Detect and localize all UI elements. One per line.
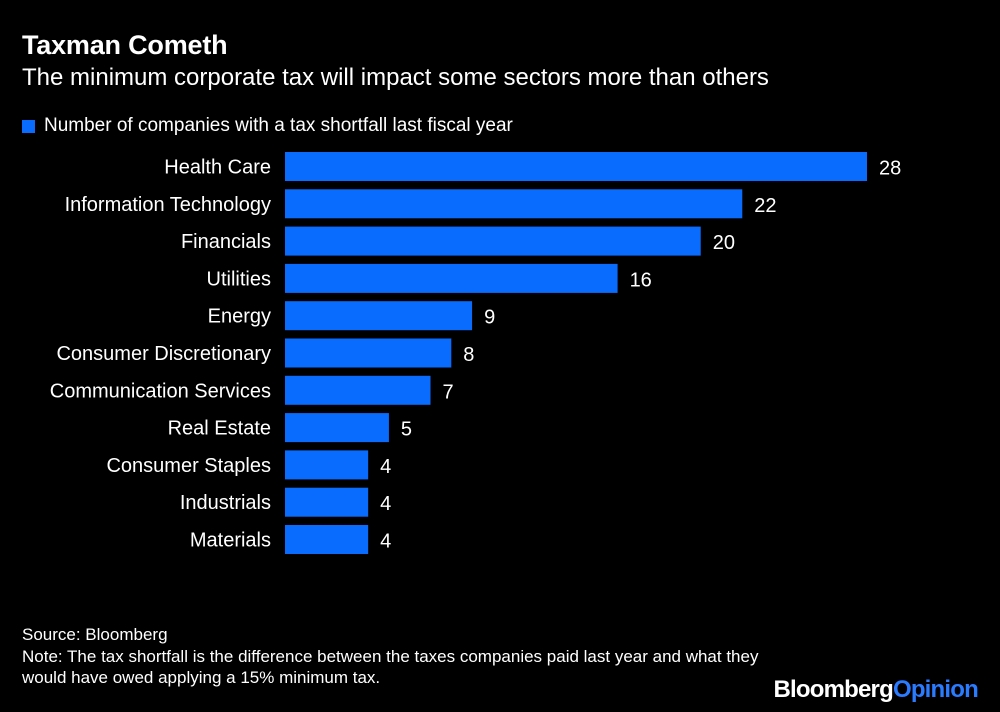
footnote: Note: The tax shortfall is the differenc… [22, 646, 759, 688]
value-label: 7 [443, 381, 454, 403]
value-label: 20 [713, 232, 735, 254]
category-label: Industrials [180, 492, 271, 514]
category-label: Consumer Staples [106, 455, 271, 477]
bar-chart: Health Care 28 Information Technology 22 Fin… [50, 152, 901, 554]
category-label: Health Care [164, 157, 271, 179]
footer: Source: Bloomberg Note: The tax shortfal… [22, 624, 782, 689]
bar [285, 525, 369, 554]
brand-suffix: Opinion [892, 676, 979, 703]
category-label: Information Technology [65, 194, 271, 216]
legend-label: Number of companies with a tax shortfall… [44, 115, 513, 136]
value-label: 4 [380, 531, 391, 553]
chart-subtitle: The minimum corporate tax will impact so… [22, 64, 769, 91]
category-label: Real Estate [168, 418, 271, 440]
brand-logo: BloombergOpinion [773, 676, 978, 704]
category-label: Financials [181, 231, 271, 253]
value-label: 5 [401, 419, 412, 441]
value-label: 16 [630, 269, 652, 291]
category-label: Consumer Discretionary [56, 343, 271, 365]
bar [285, 413, 389, 443]
value-label: 22 [754, 195, 776, 217]
bar [285, 487, 369, 517]
bar [285, 263, 618, 293]
category-label: Communication Services [50, 380, 271, 402]
category-label: Utilities [207, 268, 271, 290]
value-label: 4 [380, 456, 391, 478]
source-note: Source: Bloomberg [22, 625, 168, 644]
category-label: Energy [208, 306, 271, 328]
value-label: 4 [380, 493, 391, 515]
category-label: Materials [190, 530, 271, 552]
bar [285, 301, 473, 331]
bar [285, 338, 452, 368]
value-label: 9 [484, 307, 495, 329]
legend-swatch [22, 119, 35, 133]
bar [285, 375, 431, 405]
value-label: 8 [463, 344, 474, 366]
bar [285, 152, 867, 181]
legend: Number of companies with a tax shortfall… [22, 115, 513, 137]
bar [285, 226, 701, 256]
brand-name: Bloomberg [773, 676, 893, 703]
chart-title: Taxman Cometh [22, 30, 228, 60]
bar [285, 189, 743, 219]
value-label: 28 [879, 158, 901, 180]
bar [285, 450, 369, 480]
